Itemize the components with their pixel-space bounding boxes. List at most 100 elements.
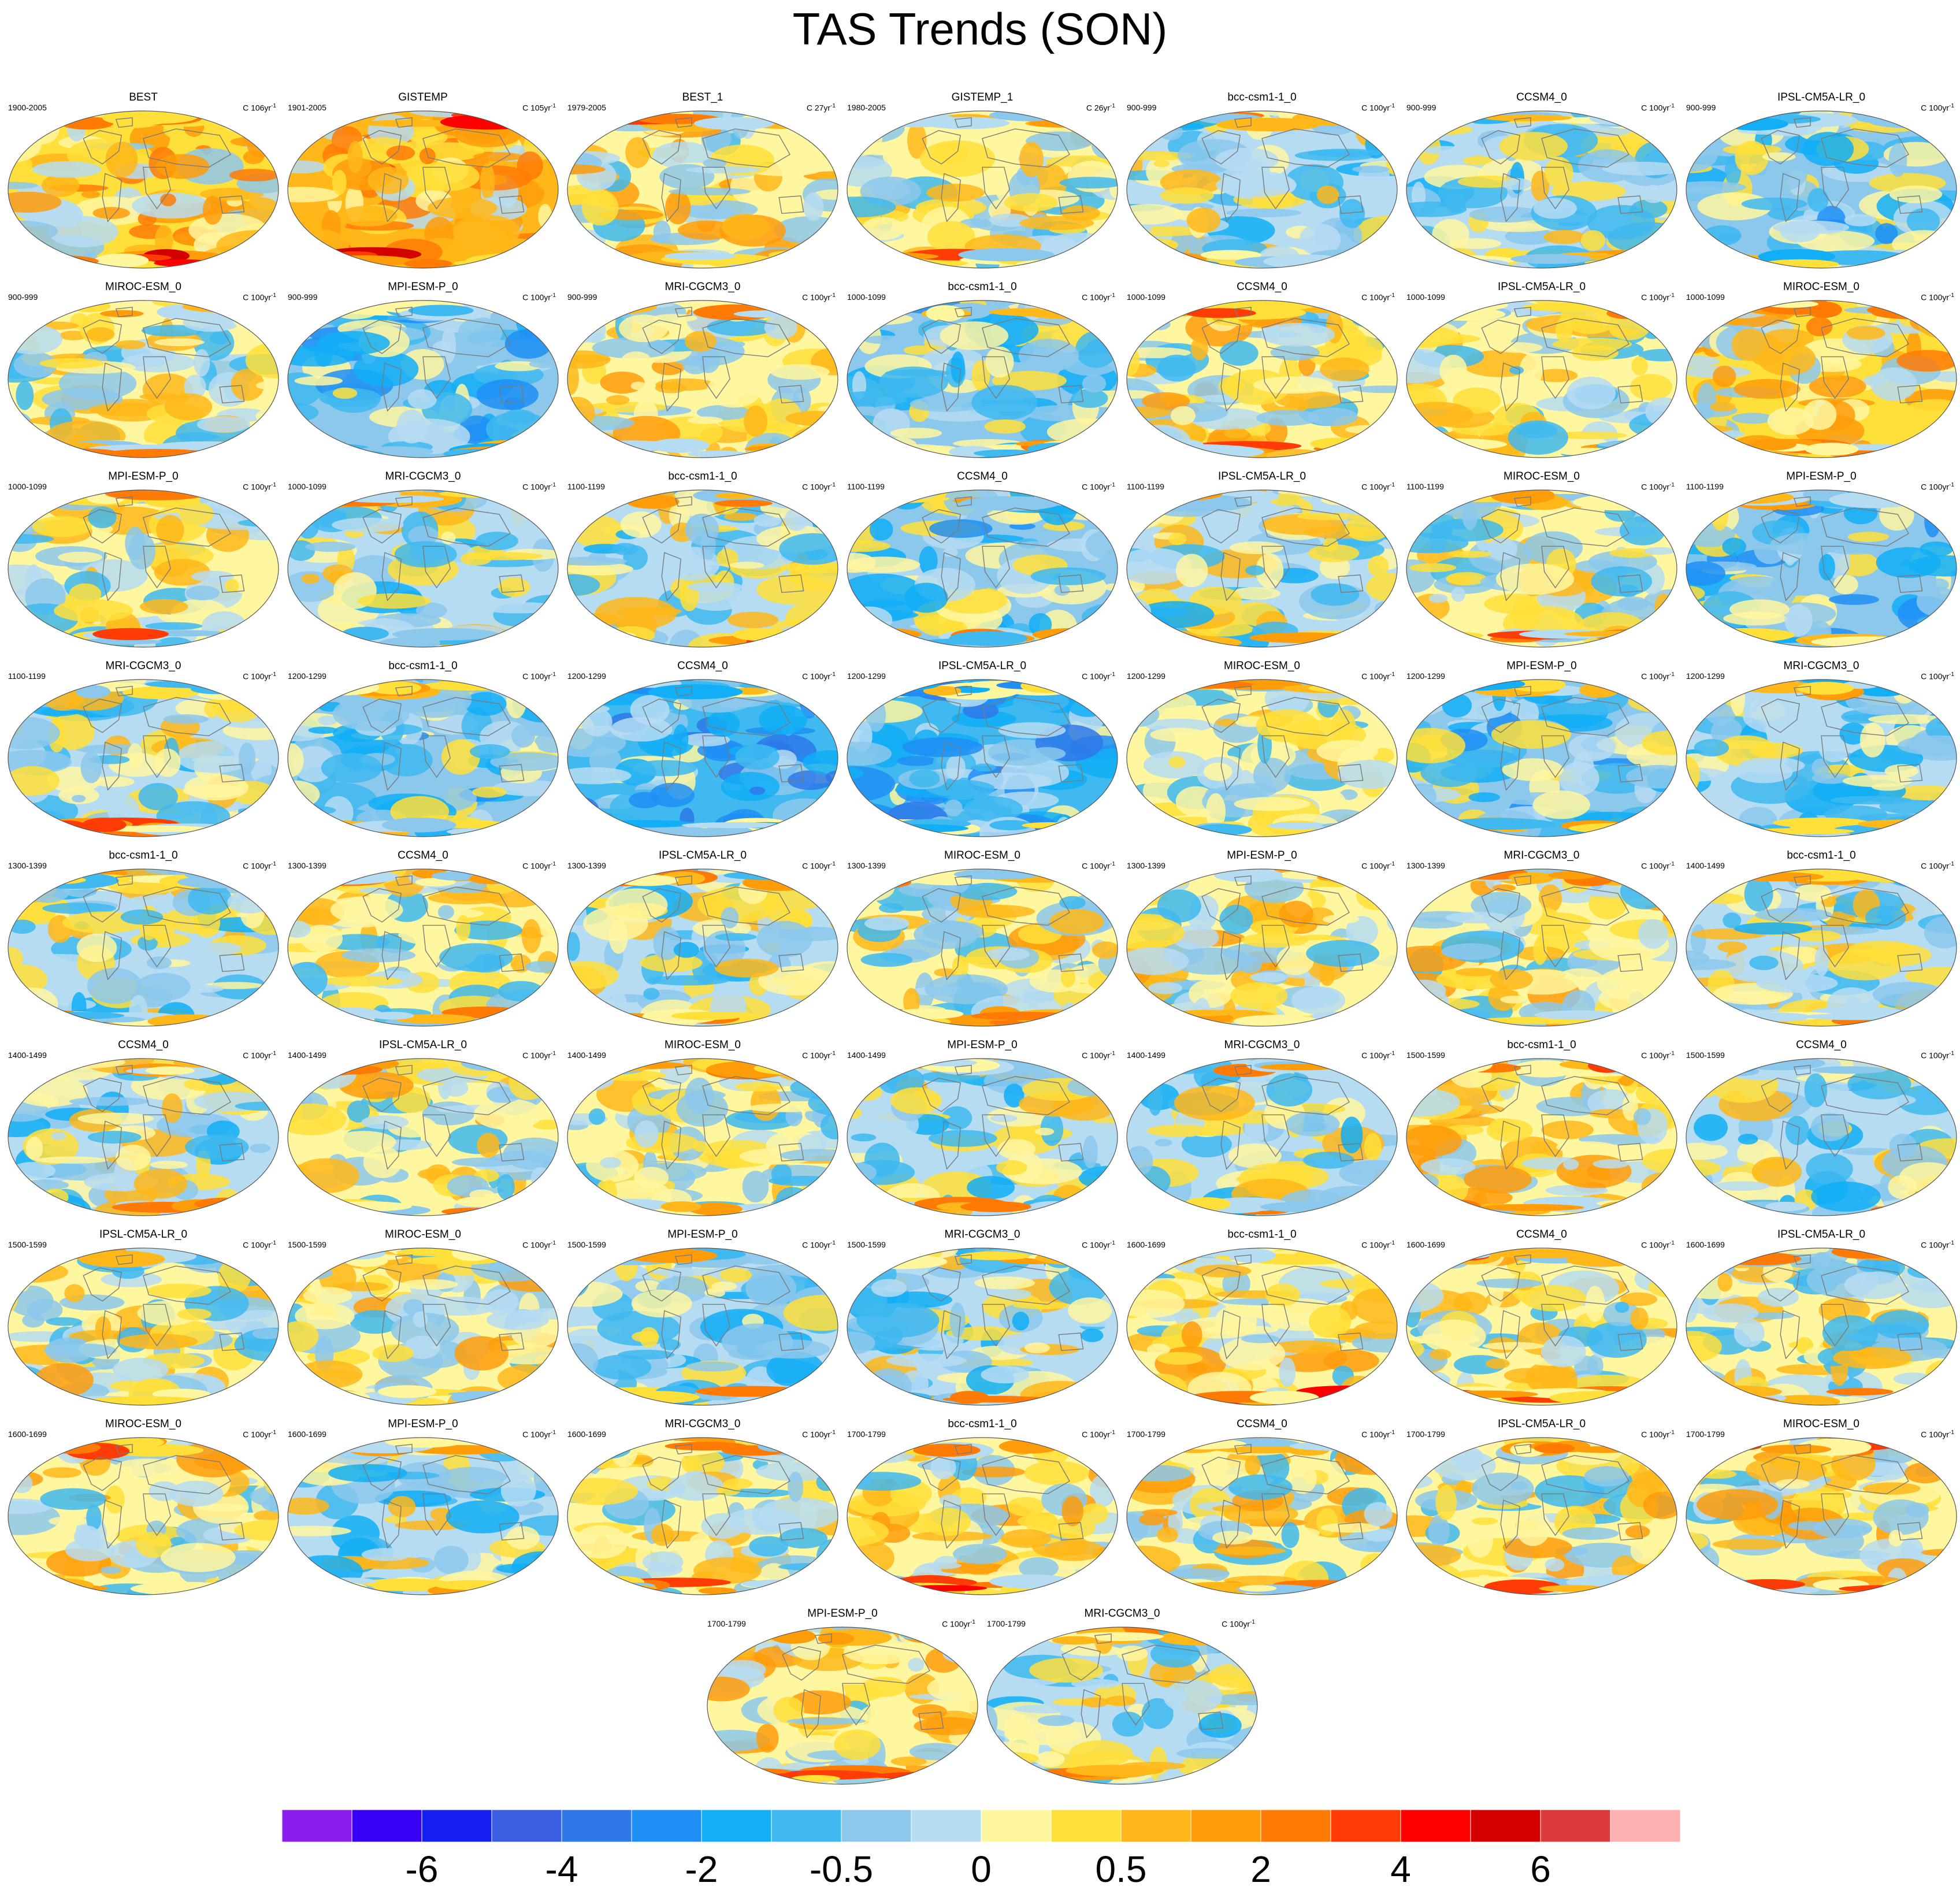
- world-map: [1126, 678, 1398, 838]
- panel-title: MRI-CGCM3_0: [1681, 660, 1960, 673]
- panel-title: IPSL-CM5A-LR_0: [1402, 281, 1681, 294]
- panel-title: MIROC-ESM_0: [3, 1418, 283, 1431]
- panel-title: MRI-CGCM3_0: [563, 281, 842, 294]
- world-map: [287, 1247, 559, 1406]
- world-map: [1405, 299, 1678, 459]
- panel-title: GISTEMP: [283, 91, 563, 104]
- world-map: [706, 1626, 979, 1785]
- world-map: [1405, 678, 1678, 838]
- panel-title: bcc-csm1-1_0: [3, 849, 283, 862]
- panel-title: bcc-csm1-1_0: [1681, 849, 1960, 862]
- panel-title: MRI-CGCM3_0: [563, 1418, 842, 1431]
- panel-title: CCSM4_0: [1402, 91, 1681, 104]
- world-map: [1405, 110, 1678, 269]
- panel-title: MRI-CGCM3_0: [842, 1228, 1122, 1241]
- world-map: [7, 299, 280, 459]
- colorbar-swatch: [1540, 1810, 1610, 1842]
- colorbar-tick-label: 0.5: [1096, 1849, 1147, 1889]
- world-map: [7, 678, 280, 838]
- world-map: [287, 1436, 559, 1596]
- colorbar-swatch: [1401, 1810, 1471, 1842]
- panel-title: bcc-csm1-1_0: [283, 660, 563, 673]
- panel-title: MPI-ESM-P_0: [283, 281, 563, 294]
- world-map: [566, 299, 839, 459]
- panel-title: MIROC-ESM_0: [1402, 470, 1681, 483]
- world-map: [287, 1057, 559, 1217]
- world-map: [566, 110, 839, 269]
- panel-title: IPSL-CM5A-LR_0: [842, 660, 1122, 673]
- panel-title: MPI-ESM-P_0: [1681, 470, 1960, 483]
- colorbar-swatch: [841, 1810, 911, 1842]
- world-map: [566, 489, 839, 648]
- world-map: [7, 489, 280, 648]
- world-map: [7, 1436, 280, 1596]
- panel-title: CCSM4_0: [1681, 1039, 1960, 1052]
- colorbar-swatch: [562, 1810, 632, 1842]
- world-map: [986, 1626, 1259, 1785]
- colorbar-tick-label: -0.5: [810, 1849, 873, 1889]
- colorbar-tick-label: -2: [685, 1849, 718, 1889]
- panel-title: bcc-csm1-1_0: [1402, 1039, 1681, 1052]
- world-map: [566, 1436, 839, 1596]
- panel-title: MIROC-ESM_0: [842, 849, 1122, 862]
- panel-title: IPSL-CM5A-LR_0: [283, 1039, 563, 1052]
- panel-title: MPI-ESM-P_0: [3, 470, 283, 483]
- world-map: [566, 868, 839, 1027]
- world-map: [1685, 299, 1958, 459]
- panel-title: IPSL-CM5A-LR_0: [1402, 1418, 1681, 1431]
- panel-title: IPSL-CM5A-LR_0: [3, 1228, 283, 1241]
- world-map: [1126, 299, 1398, 459]
- panel-title: BEST: [3, 91, 283, 104]
- panel-title: MIROC-ESM_0: [3, 281, 283, 294]
- world-map: [1126, 489, 1398, 648]
- world-map: [566, 1057, 839, 1217]
- colorbar-swatch: [632, 1810, 701, 1842]
- world-map: [846, 489, 1119, 648]
- world-map: [287, 678, 559, 838]
- panel-title: CCSM4_0: [1122, 281, 1402, 294]
- world-map: [1685, 1436, 1958, 1596]
- panel-title: MIROC-ESM_0: [283, 1228, 563, 1241]
- panel-title: bcc-csm1-1_0: [842, 281, 1122, 294]
- world-map: [1685, 1247, 1958, 1406]
- colorbar-swatch: [492, 1810, 562, 1842]
- world-map: [287, 868, 559, 1027]
- world-map: [1685, 678, 1958, 838]
- panel-title: MIROC-ESM_0: [1681, 281, 1960, 294]
- world-map: [1126, 868, 1398, 1027]
- panel-title: BEST_1: [563, 91, 842, 104]
- world-map: [846, 1436, 1119, 1596]
- panel-title: MRI-CGCM3_0: [1122, 1039, 1402, 1052]
- colorbar-tick-label: 6: [1530, 1849, 1551, 1889]
- panel-title: MRI-CGCM3_0: [982, 1607, 1262, 1620]
